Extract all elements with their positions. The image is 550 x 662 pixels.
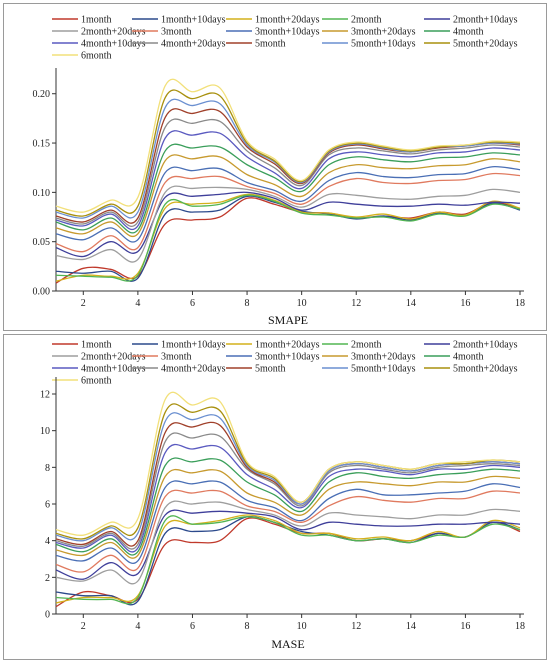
smape-legend-label: 2month+20days [81, 27, 146, 38]
smape-series-line [55, 165, 521, 243]
smape-chart-panel: 1month 1month+10days 1month+20days 2month 2m… [3, 3, 547, 331]
smape-legend-label: 1month+10days [161, 15, 226, 26]
smape-x-tick-label: 4 [135, 298, 140, 309]
smape-y-tick-label: 0.15 [33, 139, 51, 150]
smape-legend-label: 1month [81, 15, 112, 26]
mase-legend-label: 2month+10days [453, 340, 518, 351]
mase-series-line [55, 500, 521, 585]
mase-x-tick-label: 14 [406, 621, 416, 632]
smape-x-tick-label: 8 [245, 298, 250, 309]
mase-chart-panel: 1month 1month+10days 1month+20days 2month 2m… [3, 334, 547, 660]
mase-x-axis-label: MASE [271, 637, 304, 651]
smape-legend-label: 2month+10days [453, 15, 518, 26]
smape-legend-label: 1month+20days [255, 15, 320, 26]
mase-legend-label: 4month [453, 352, 484, 363]
smape-legend-label: 3month [161, 27, 192, 38]
smape-series-line [55, 172, 521, 253]
mase-legend-label: 3month+20days [351, 352, 416, 363]
smape-series-line [55, 154, 521, 237]
smape-x-tick-label: 16 [460, 298, 470, 309]
mase-x-tick-label: 16 [460, 621, 470, 632]
smape-x-tick-label: 12 [351, 298, 361, 309]
smape-legend-label: 4month+20days [161, 39, 226, 50]
mase-chart: 1month 1month+10days 1month+20days 2month 2m… [40, 340, 525, 652]
mase-series-line [55, 391, 521, 536]
smape-legend-label: 4month+10days [81, 39, 146, 50]
mase-x-tick-label: 6 [190, 621, 195, 632]
mase-series-line [55, 514, 521, 604]
mase-series-line [55, 457, 521, 556]
mase-legend-label: 2month+20days [81, 352, 146, 363]
mase-series-line [55, 517, 521, 608]
smape-legend-label: 5month+10days [351, 39, 416, 50]
mase-series-line [55, 443, 521, 553]
smape-y-tick-label: 0.10 [33, 188, 51, 199]
smape-y-tick-label: 0.00 [33, 287, 51, 298]
mase-series-line [55, 432, 521, 550]
smape-series-line [55, 194, 521, 282]
smape-legend-label: 3month+10days [255, 27, 320, 38]
smape-series-line [55, 143, 521, 234]
smape-legend-label: 4month [453, 27, 484, 38]
mase-x-tick-label: 8 [245, 621, 250, 632]
smape-y-tick-label: 0.05 [33, 237, 51, 248]
smape-legend-label: 6month [81, 51, 112, 62]
smape-y-tick-label: 0.20 [33, 89, 51, 100]
mase-legend-label: 1month+20days [255, 340, 320, 351]
mase-y-tick-label: 0 [45, 610, 50, 621]
smape-legend-label: 5month+20days [453, 39, 518, 50]
mase-legend-label: 5month+20days [453, 364, 518, 375]
mase-x-tick-label: 4 [135, 621, 140, 632]
smape-series-line [55, 108, 521, 224]
mase-legend-label: 5month+10days [351, 364, 416, 375]
smape-chart: 1month 1month+10days 1month+20days 2month 2m… [33, 15, 526, 328]
smape-series-line [55, 185, 521, 263]
smape-x-tick-label: 18 [515, 298, 525, 309]
mase-y-tick-label: 12 [40, 390, 50, 401]
smape-series-line [55, 118, 521, 227]
smape-x-tick-label: 2 [81, 298, 86, 309]
mase-y-tick-label: 8 [45, 463, 50, 474]
smape-x-axis-label: SMAPE [268, 313, 308, 327]
mase-y-tick-label: 6 [45, 500, 50, 511]
smape-series-line [55, 78, 521, 213]
mase-legend-label: 2month [351, 340, 382, 351]
smape-series-line [55, 197, 521, 284]
mase-legend-label: 3month [161, 352, 192, 363]
mase-series-line [55, 489, 521, 573]
smape-series-line [55, 89, 521, 217]
mase-legend-label: 5month [255, 364, 286, 375]
mase-y-tick-label: 10 [40, 426, 50, 437]
mase-series-line [55, 515, 521, 606]
mase-y-tick-label: 2 [45, 573, 50, 584]
mase-legend-label: 4month+20days [161, 364, 226, 375]
smape-legend-label: 3month+20days [351, 27, 416, 38]
smape-x-tick-label: 10 [297, 298, 307, 309]
smape-legend-label: 5month [255, 39, 286, 50]
mase-legend-label: 1month [81, 340, 112, 351]
smape-x-tick-label: 6 [190, 298, 195, 309]
smape-legend-label: 2month [351, 15, 382, 26]
mase-x-tick-label: 2 [81, 621, 86, 632]
smape-x-tick-label: 14 [406, 298, 416, 309]
smape-series-line [55, 193, 521, 282]
mase-series-line [55, 509, 521, 580]
mase-x-tick-label: 10 [297, 621, 307, 632]
smape-series-line [55, 191, 521, 258]
mase-series-line [55, 480, 521, 564]
mase-y-tick-label: 4 [45, 536, 50, 547]
smape-series-line [55, 130, 521, 231]
mase-series-line [55, 412, 521, 542]
mase-x-tick-label: 12 [351, 621, 361, 632]
mase-series-line [55, 468, 521, 559]
mase-legend-label: 1month+10days [161, 340, 226, 351]
mase-legend-label: 6month [81, 376, 112, 387]
mase-legend-label: 4month+10days [81, 364, 146, 375]
mase-legend-label: 3month+10days [255, 352, 320, 363]
mase-series-line [55, 515, 521, 605]
mase-x-tick-label: 18 [515, 621, 525, 632]
